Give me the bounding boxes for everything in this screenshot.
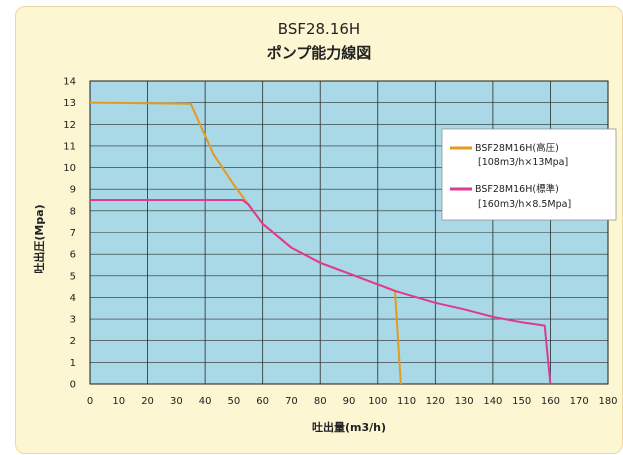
y-tick-label: 2	[70, 336, 76, 347]
legend-note-standard: [160m3/h×8.5Mpa]	[478, 199, 571, 210]
x-tick-label: 40	[199, 396, 212, 407]
x-tick-label: 140	[483, 396, 502, 407]
x-tick-label: 110	[397, 396, 416, 407]
y-tick-label: 1	[70, 358, 76, 369]
y-tick-label: 7	[70, 228, 76, 239]
y-tick-label: 9	[70, 185, 76, 196]
x-tick-label: 130	[455, 396, 474, 407]
series-line-standard	[90, 199, 552, 385]
x-tick-label: 170	[570, 396, 589, 407]
x-tick-label: 70	[285, 396, 298, 407]
x-tick-label: 0	[87, 396, 93, 407]
x-tick-label: 30	[170, 396, 183, 407]
plot-frame	[89, 80, 609, 385]
x-tick-label: 120	[426, 396, 445, 407]
y-tick-label: 14	[63, 77, 76, 88]
x-tick-label: 160	[541, 396, 560, 407]
x-tick-label: 20	[141, 396, 154, 407]
x-tick-label: 100	[368, 396, 387, 407]
series-lines	[89, 101, 552, 385]
x-tick-label: 90	[343, 396, 356, 407]
y-tick-label: 11	[63, 141, 76, 152]
x-tick-label: 60	[256, 396, 269, 407]
legend-note-high-pressure: [108m3/h×13Mpa]	[478, 157, 568, 168]
y-tick-label: 12	[63, 120, 76, 131]
y-tick-label: 0	[70, 380, 76, 391]
x-tick-label: 80	[314, 396, 327, 407]
x-axis-label: 吐出量(m3/h)	[312, 420, 386, 434]
legend-label-standard: BSF28M16H(標準)	[475, 183, 559, 195]
x-tick-label: 10	[112, 396, 125, 407]
y-tick-label: 3	[70, 315, 76, 326]
chart-subtitle: ポンプ能力線図	[267, 44, 372, 62]
y-tick-label: 10	[63, 163, 76, 174]
x-tick-label: 180	[598, 396, 617, 407]
x-tick-label: 150	[512, 396, 531, 407]
y-tick-label: 13	[63, 98, 76, 109]
y-tick-label: 8	[70, 206, 76, 217]
x-tick-label: 50	[228, 396, 241, 407]
y-axis-label: 吐出圧(Mpa)	[32, 204, 46, 273]
y-tick-label: 5	[70, 271, 76, 282]
x-tick-labels: 0 10 20 30 40 50 60 70 80 90 100 110 120 130 140 150 160…	[87, 396, 618, 407]
legend: BSF28M16H(高圧) [108m3/h×13Mpa] BSF28M16H(…	[441, 128, 617, 221]
y-tick-label: 6	[70, 250, 76, 261]
y-tick-label: 4	[70, 293, 76, 304]
legend-box	[441, 128, 617, 221]
pump-capacity-chart: BSF28.16H ポンプ能力線図 0 10 20 30 40 50 60 70 80 90 100…	[32, 20, 618, 434]
legend-label-high-pressure: BSF28M16H(高圧)	[475, 142, 559, 154]
chart-card: BSF28.16H ポンプ能力線図 0 10 20 30 40 50 60 70 80 90 100…	[15, 6, 623, 454]
chart-title: BSF28.16H	[278, 20, 360, 38]
